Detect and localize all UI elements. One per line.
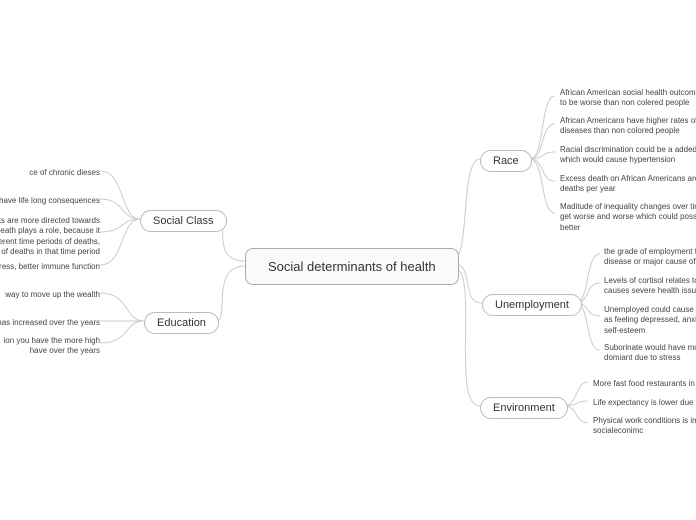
center-node: Social determinants of health [245,248,459,285]
leaf-text: y can have life long consequences [0,196,100,206]
leaf-text: Excess death on African Americans are ov… [560,174,696,195]
leaf-text: Life expectancy is lower due to [593,398,696,408]
leaf-text: Physical work conditions is impsocialeco… [593,416,696,437]
leaf-text: Suborinate would have mordomiant due to … [604,343,696,364]
branch-unemployment: Unemployment [482,294,582,316]
leaf-text: the grade of employment thdisease or maj… [604,247,696,268]
leaf-text: Racial discrimination could be a added s… [560,145,696,166]
leaf-text: nts are more directed towardsss death pl… [0,216,100,258]
leaf-text: way to move up the wealth [5,290,100,300]
leaf-text: African American social health outcomes … [560,88,696,109]
leaf-text: African Americans have higher rates of c… [560,116,696,137]
leaf-text: ion you have the more highhave over the … [3,336,100,357]
leaf-text: college has increased over the years [0,318,100,328]
branch-environment: Environment [480,397,568,419]
branch-race: Race [480,150,532,172]
branch-education: Education [144,312,219,334]
leaf-text: ce of chronic dieses [29,168,100,178]
leaf-text: ss stress, better immune function [0,262,100,272]
leaf-text: More fast food restaurants in lo [593,379,696,389]
leaf-text: Unemployed could cause mas feeling depre… [604,305,696,336]
leaf-text: Maditude of inequality changes over time… [560,202,696,233]
leaf-text: Levels of cortisol relates to tcauses se… [604,276,696,297]
branch-social-class: Social Class [140,210,227,232]
